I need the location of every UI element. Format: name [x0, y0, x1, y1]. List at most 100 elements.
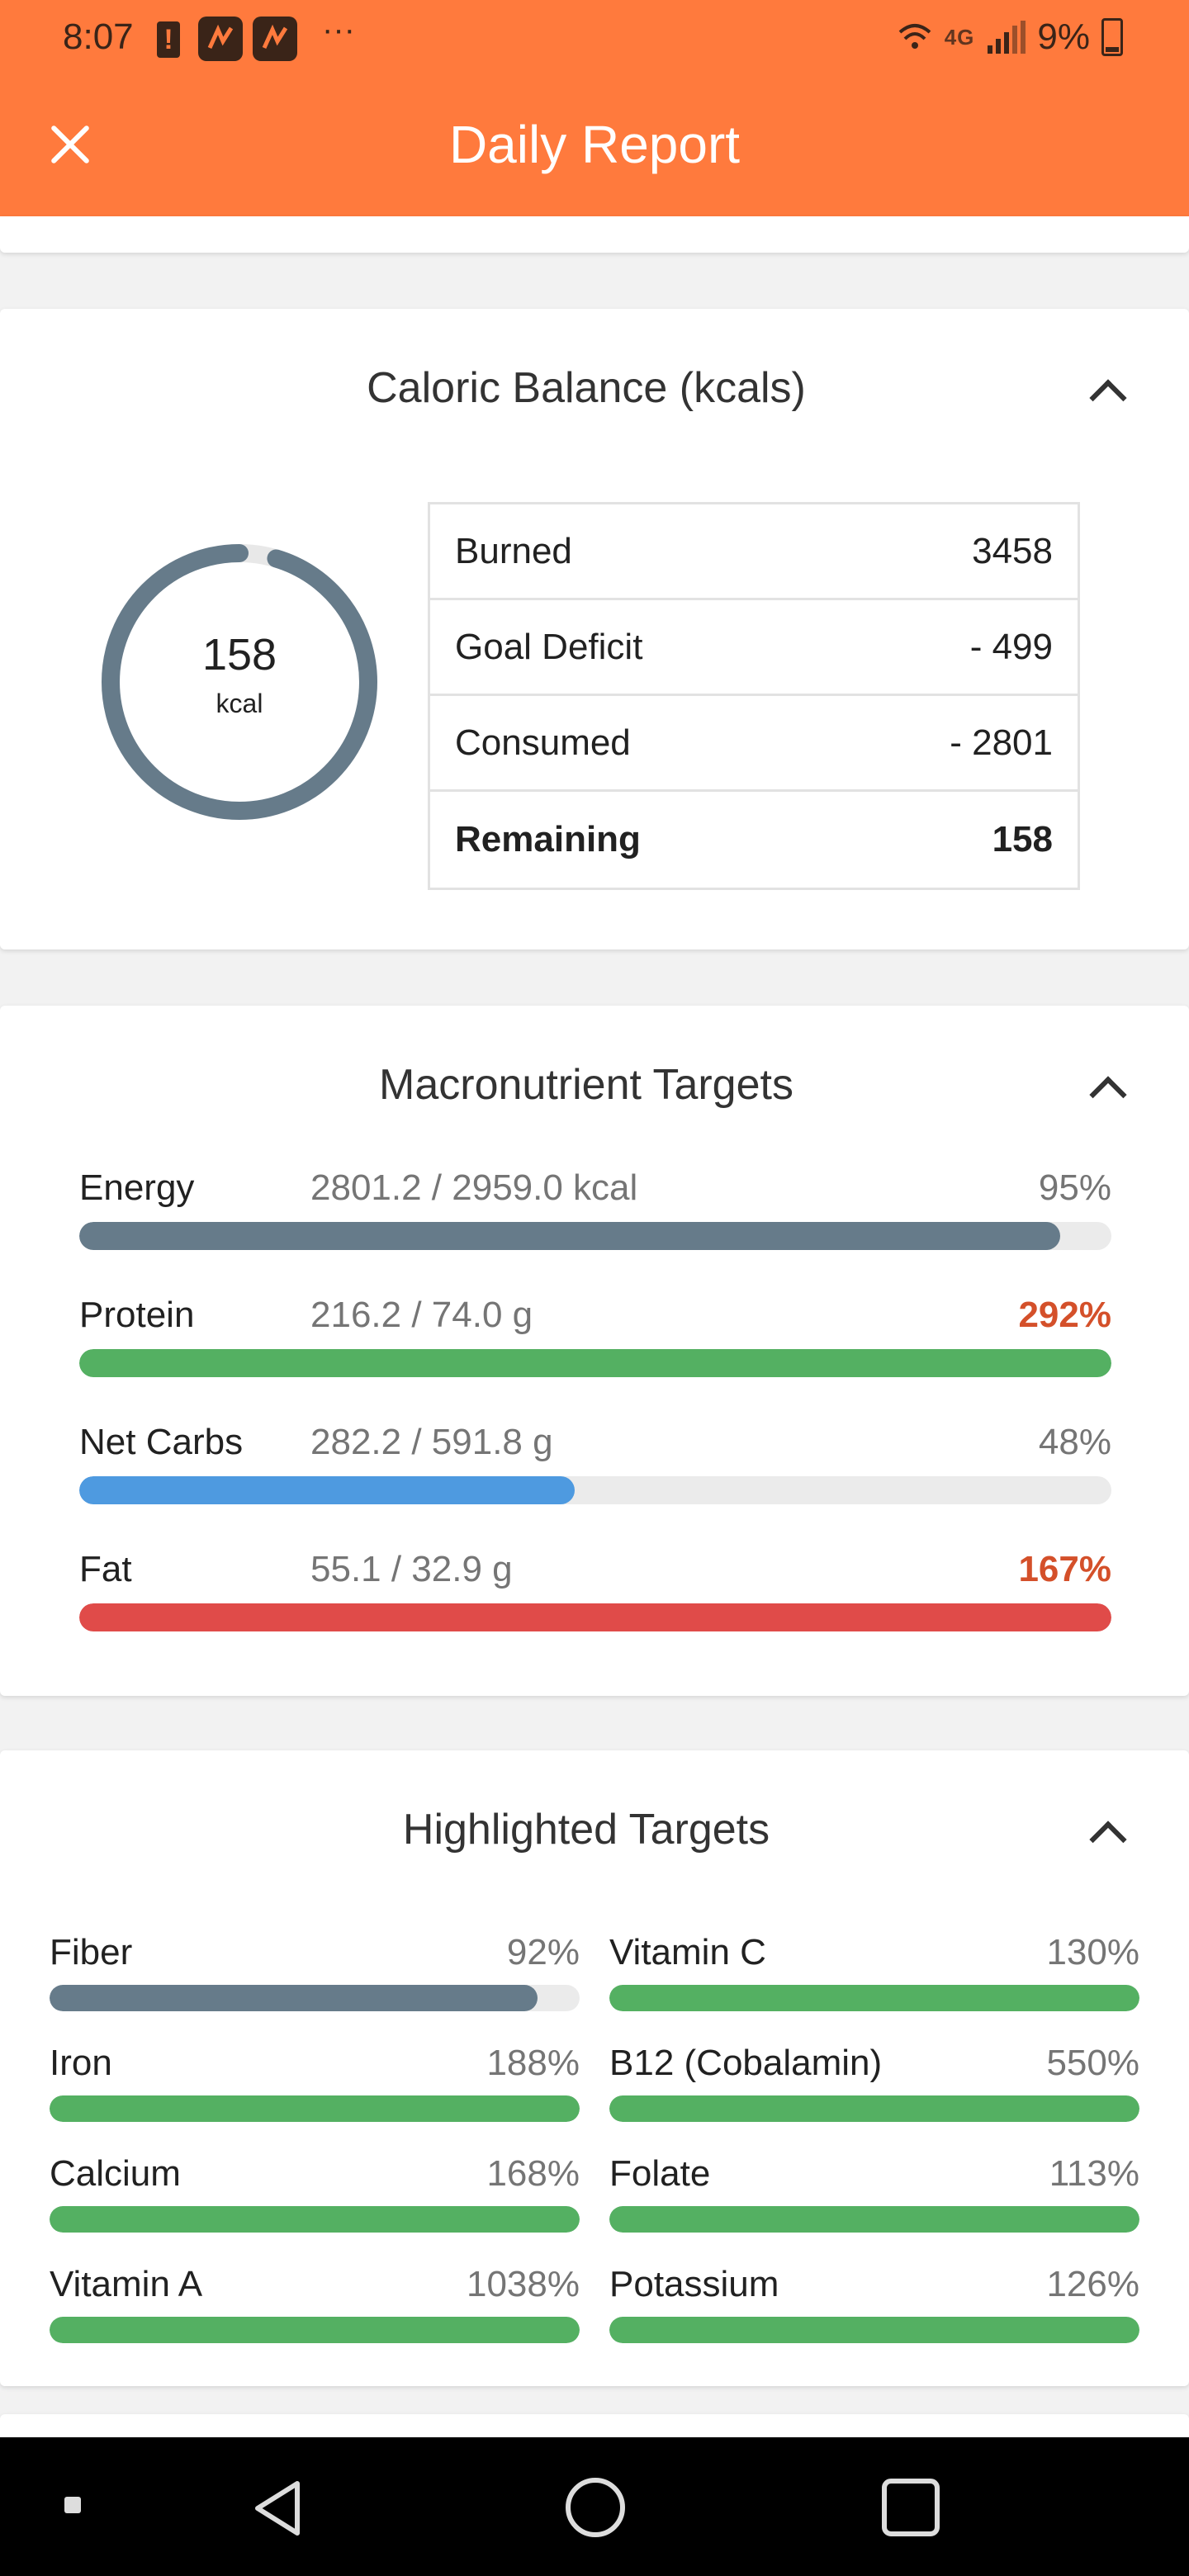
progress-fill: [79, 1476, 575, 1504]
battery-percent: 9%: [1037, 17, 1090, 57]
target-iron: Iron 188%: [50, 2043, 580, 2125]
target-percent: 113%: [1049, 2153, 1139, 2194]
target-vitamin-c: Vitamin C 130%: [609, 1932, 1139, 2015]
macro-row: Protein 216.2 / 74.0 g 292%: [79, 1295, 1111, 1385]
progress-fill: [609, 2317, 1139, 2343]
progress-track: [50, 2206, 580, 2233]
status-time: 8:07: [63, 17, 134, 57]
progress-fill: [79, 1222, 1060, 1250]
row-label: Burned: [455, 530, 572, 571]
macro-amount: 216.2 / 74.0 g: [310, 1295, 533, 1335]
target-percent: 188%: [486, 2043, 580, 2083]
progress-track: [609, 2206, 1139, 2233]
back-icon[interactable]: [248, 2477, 310, 2540]
progress-fill: [609, 1985, 1139, 2011]
macronutrient-targets-card: Macronutrient Targets Energy 2801.2 / 29…: [0, 1006, 1189, 1696]
row-value: 3458: [972, 530, 1053, 571]
progress-track: [79, 1603, 1111, 1631]
macro-percent: 48%: [1038, 1422, 1111, 1462]
page-title: Daily Report: [448, 115, 741, 174]
progress-fill: [609, 2206, 1139, 2233]
progress-track: [79, 1222, 1111, 1250]
target-name: Potassium: [609, 2264, 779, 2304]
more-notifications-icon: ···: [322, 12, 355, 48]
top-bar: 8:07 ! ··· 4G 9% Daily Report: [0, 0, 1189, 216]
home-icon[interactable]: [563, 2475, 628, 2540]
macro-amount: 55.1 / 32.9 g: [310, 1549, 513, 1589]
progress-fill: [50, 2206, 580, 2233]
ring-unit: kcal: [216, 689, 263, 718]
status-bar: 8:07 ! ··· 4G 9%: [0, 0, 1189, 76]
progress-fill: [50, 2317, 580, 2343]
progress-fill: [50, 1985, 538, 2011]
app-notification-icon: [198, 17, 243, 61]
macro-percent: 95%: [1038, 1167, 1111, 1208]
macro-percent: 167%: [1018, 1549, 1111, 1589]
target-name: Fiber: [50, 1932, 133, 1972]
target-folate: Folate 113%: [609, 2153, 1139, 2236]
macro-row: Net Carbs 282.2 / 591.8 g 48%: [79, 1422, 1111, 1513]
progress-fill: [79, 1603, 1111, 1631]
app-notification-icon: [253, 17, 297, 61]
network-type: 4G: [944, 24, 975, 50]
navigation-bar: [0, 2437, 1189, 2576]
macro-name: Fat: [79, 1549, 132, 1589]
target-name: Vitamin C: [609, 1932, 766, 1972]
card-title: Highlighted Targets: [402, 1806, 770, 1854]
recents-icon[interactable]: [880, 2477, 941, 2538]
alert-icon: !: [157, 21, 180, 58]
macro-amount: 282.2 / 591.8 g: [310, 1422, 553, 1462]
calorie-row: Goal Deficit - 499: [430, 600, 1078, 696]
row-label: Goal Deficit: [455, 626, 643, 667]
calorie-row-total: Remaining 158: [430, 792, 1078, 888]
progress-track: [609, 1985, 1139, 2011]
progress-fill: [50, 2095, 580, 2122]
calorie-row: Consumed - 2801: [430, 696, 1078, 792]
progress-fill: [79, 1349, 1111, 1377]
progress-track: [79, 1349, 1111, 1377]
row-label: Remaining: [455, 819, 641, 859]
progress-track: [50, 2317, 580, 2343]
target-name: Folate: [609, 2153, 711, 2194]
macro-name: Energy: [79, 1167, 195, 1208]
battery-icon: [1101, 18, 1123, 56]
chevron-up-icon[interactable]: [1088, 1070, 1125, 1106]
target-name: Vitamin A: [50, 2264, 203, 2304]
target-name: Calcium: [50, 2153, 181, 2194]
caloric-balance-card: Caloric Balance (kcals) 158 kcal Burned …: [0, 309, 1189, 949]
macro-row: Energy 2801.2 / 2959.0 kcal 95%: [79, 1167, 1111, 1258]
target-percent: 168%: [486, 2153, 580, 2194]
highlighted-targets-card: Highlighted Targets Fiber 92% Vitamin C …: [0, 1750, 1189, 2386]
target-name: B12 (Cobalamin): [609, 2043, 883, 2083]
chevron-up-icon[interactable]: [1088, 373, 1125, 410]
row-value: - 499: [969, 626, 1053, 667]
progress-track: [609, 2317, 1139, 2343]
macro-name: Protein: [79, 1295, 195, 1335]
row-value: 158: [992, 819, 1053, 859]
progress-track: [609, 2095, 1139, 2122]
target-percent: 1038%: [466, 2264, 580, 2304]
macro-percent: 292%: [1018, 1295, 1111, 1335]
target-percent: 550%: [1046, 2043, 1139, 2083]
row-label: Consumed: [455, 722, 631, 763]
target-vitamin-a: Vitamin A 1038%: [50, 2264, 580, 2346]
progress-track: [50, 1985, 580, 2011]
target-fiber: Fiber 92%: [50, 1932, 580, 2015]
previous-card-edge: [0, 216, 1189, 253]
status-right: 4G 9%: [897, 17, 1123, 58]
macro-amount: 2801.2 / 2959.0 kcal: [310, 1167, 638, 1208]
chevron-up-icon[interactable]: [1088, 1815, 1125, 1851]
signal-icon: [988, 21, 1026, 54]
target-potassium: Potassium 126%: [609, 2264, 1139, 2346]
target-percent: 126%: [1046, 2264, 1139, 2304]
card-title: Caloric Balance (kcals): [367, 364, 806, 412]
macro-row: Fat 55.1 / 32.9 g 167%: [79, 1549, 1111, 1640]
progress-track: [79, 1476, 1111, 1504]
target-percent: 92%: [506, 1932, 580, 1972]
calorie-row: Burned 3458: [430, 504, 1078, 600]
accessibility-icon[interactable]: [64, 2497, 81, 2513]
wifi-icon: [898, 24, 931, 49]
progress-fill: [609, 2095, 1139, 2122]
calorie-ring: [102, 544, 377, 820]
row-value: - 2801: [950, 722, 1053, 763]
